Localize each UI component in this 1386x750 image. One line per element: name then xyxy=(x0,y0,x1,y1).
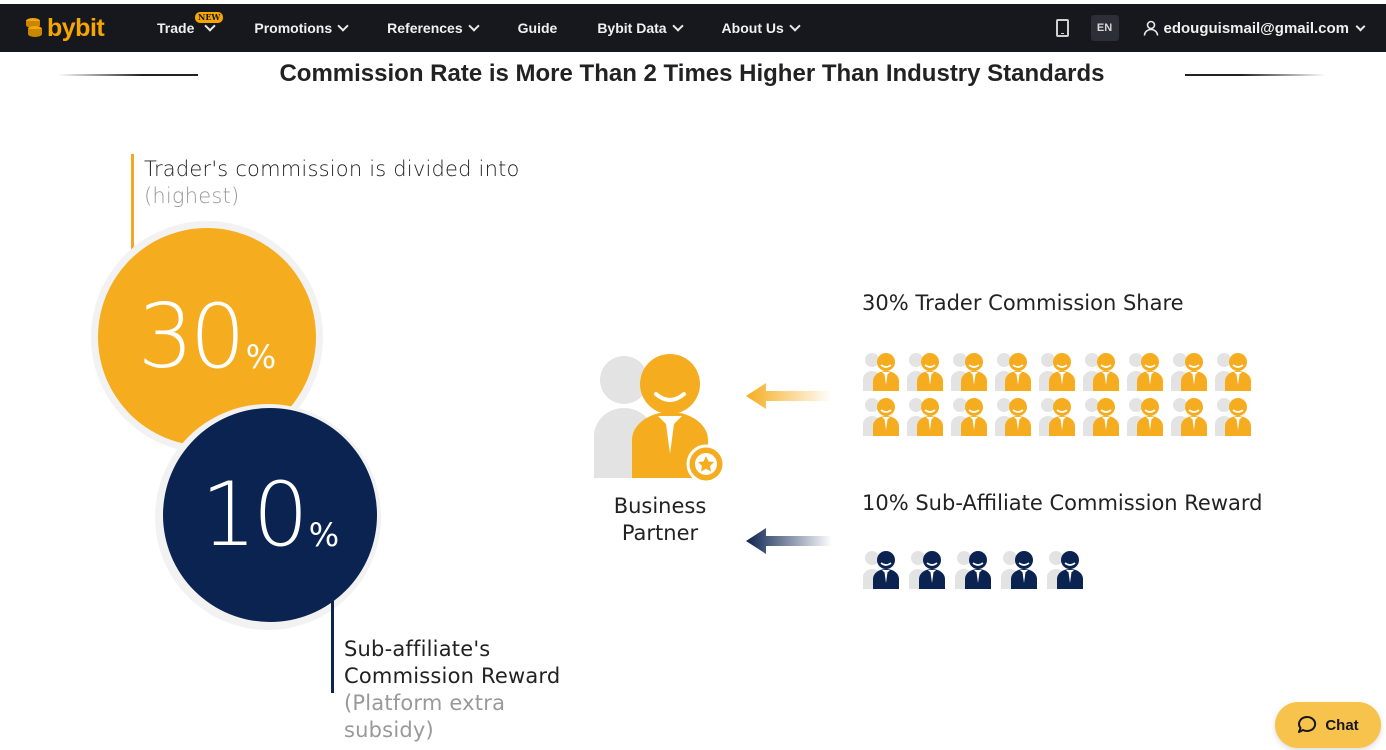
trader-connector-line xyxy=(131,154,134,254)
affiliate-label-1: Sub-affiliate's xyxy=(344,637,491,661)
affiliate-commission-text: Sub-affiliate's Commission Reward (Platf… xyxy=(344,636,560,744)
logo-text: bybit xyxy=(47,13,105,42)
tablet-icon[interactable] xyxy=(1055,19,1069,37)
person-icon xyxy=(1171,353,1207,391)
chat-bubble-icon xyxy=(1298,715,1317,733)
page-title: Commission Rate is More Than 2 Times Hig… xyxy=(279,60,1105,87)
language-button[interactable]: EN xyxy=(1090,15,1119,41)
nav-guide[interactable]: Guide xyxy=(518,20,558,36)
user-menu[interactable]: edouguismail@gmail.com xyxy=(1143,19,1366,37)
person-icon xyxy=(1215,353,1251,391)
nav-trade-label: Trade xyxy=(157,20,195,36)
person-icon xyxy=(1127,353,1163,391)
nav-promotions-label: Promotions xyxy=(254,20,333,36)
trader-percent-symbol: % xyxy=(245,338,277,376)
trader-percent-value: 30 xyxy=(137,285,246,388)
chevron-down-icon xyxy=(671,19,684,32)
person-icon xyxy=(1171,398,1207,436)
chat-button[interactable]: Chat xyxy=(1275,702,1381,748)
person-icon xyxy=(909,551,945,589)
new-badge: NEW xyxy=(195,12,224,23)
affiliate-label-2: Commission Reward xyxy=(344,664,561,688)
person-icon xyxy=(907,353,943,391)
person-icon xyxy=(1083,398,1119,436)
nav-trade[interactable]: Trade NEW xyxy=(157,12,224,36)
person-icon xyxy=(955,551,991,589)
title-divider-right xyxy=(1185,74,1325,76)
person-icon xyxy=(1047,551,1083,589)
sub-affiliate-people-grid xyxy=(862,549,1092,592)
partner-line2: Partner xyxy=(621,521,699,545)
person-icon xyxy=(1039,398,1075,436)
chevron-down-icon xyxy=(337,19,349,32)
affiliate-sub-2: subsidy) xyxy=(344,718,434,742)
person-icon xyxy=(1127,398,1163,436)
trader-commission-text: Trader's commission is divided into (hig… xyxy=(144,156,520,210)
nav-menu: Trade NEW Promotions References Guide By… xyxy=(157,4,839,52)
nav-right: EN edouguismail@gmail.com xyxy=(1055,4,1386,52)
chevron-down-icon xyxy=(1355,21,1366,31)
arrow-left-icon xyxy=(746,383,832,409)
chevron-down-icon xyxy=(789,19,801,32)
nav-references[interactable]: References xyxy=(387,19,480,36)
affiliate-percent-symbol: % xyxy=(308,516,340,554)
title-divider-left xyxy=(58,74,198,76)
nav-guide-label: Guide xyxy=(517,20,558,36)
title-row: Commission Rate is More Than 2 Times Hig… xyxy=(0,56,1386,94)
person-icon xyxy=(1001,551,1037,589)
affiliate-sub-1: (Platform extra xyxy=(344,691,506,715)
person-icon xyxy=(951,353,987,391)
user-email: edouguismail@gmail.com xyxy=(1163,19,1350,37)
partner-line1: Business xyxy=(613,494,707,518)
sub-affiliate-reward-label: 10% Sub-Affiliate Commission Reward xyxy=(862,491,1263,515)
business-partner-icon xyxy=(594,354,726,484)
trader-commission-sub: (highest) xyxy=(144,184,240,208)
person-icon xyxy=(863,353,899,391)
person-icon xyxy=(863,551,899,589)
nav-bybit-data-label: Bybit Data xyxy=(597,20,667,36)
person-icon xyxy=(995,398,1031,436)
person-icon xyxy=(1083,353,1119,391)
chat-label: Chat xyxy=(1325,716,1359,734)
business-partner-label: Business Partner xyxy=(600,493,720,547)
bybit-logo[interactable]: bybit xyxy=(24,13,105,43)
trader-commission-label: Trader's commission is divided into xyxy=(144,157,520,181)
person-icon xyxy=(1039,353,1075,391)
affiliate-connector-line xyxy=(331,598,334,693)
top-navbar: bybit Trade NEW Promotions References Gu… xyxy=(0,4,1386,52)
arrow-left-icon xyxy=(746,528,832,554)
person-icon xyxy=(1215,398,1251,436)
nav-about-us[interactable]: About Us xyxy=(721,19,801,36)
coin-stack-icon xyxy=(26,18,42,37)
trader-share-label: 30% Trader Commission Share xyxy=(862,291,1184,315)
nav-bybit-data[interactable]: Bybit Data xyxy=(597,19,684,36)
user-icon xyxy=(1143,20,1158,36)
trader-people-grid xyxy=(862,351,1258,441)
affiliate-percent-value: 10 xyxy=(200,463,309,566)
nav-references-label: References xyxy=(387,20,463,36)
person-icon xyxy=(995,353,1031,391)
chevron-down-icon xyxy=(467,19,480,32)
affiliate-percent-circle: 10 % xyxy=(163,408,377,622)
nav-about-us-label: About Us xyxy=(721,20,784,36)
person-icon xyxy=(951,398,987,436)
person-icon xyxy=(907,398,943,436)
person-icon xyxy=(863,398,899,436)
nav-promotions[interactable]: Promotions xyxy=(254,19,349,36)
